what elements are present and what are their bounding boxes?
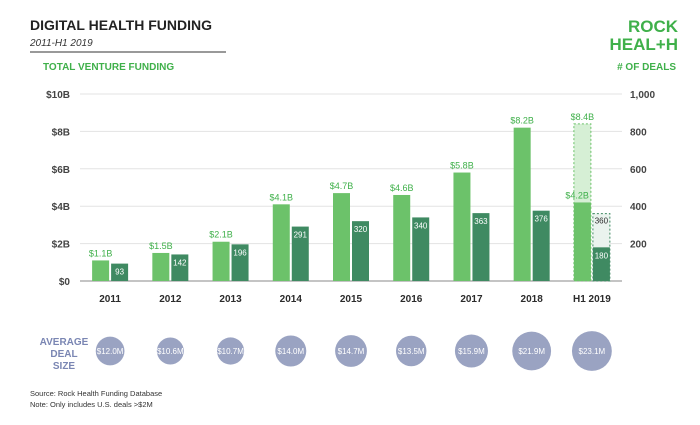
funding-bar <box>453 172 471 281</box>
deals-note: Note: Only includes U.S. deals >$2M <box>30 400 153 409</box>
funding-bar <box>393 194 411 281</box>
deals-value-label: 180 <box>595 251 609 260</box>
category-label: 2014 <box>280 294 303 305</box>
left-tick-label: $6B <box>52 165 70 176</box>
category-label: 2012 <box>159 294 182 305</box>
deals-bar <box>532 210 550 281</box>
avg-deal-size-label: $23.1M <box>579 347 606 356</box>
category-label: 2013 <box>219 294 242 305</box>
right-tick-label: 1,000 <box>630 90 655 101</box>
funding-value-label: $4.7B <box>330 181 354 191</box>
right-tick-label: 600 <box>630 165 647 176</box>
left-tick-label: $4B <box>52 202 70 213</box>
avg-deal-size-bubbles: $12.0M $10.6M $10.7M $14.0M $14.7M $13.5M $15.… <box>95 331 612 371</box>
deals-bar <box>111 263 129 281</box>
avg-deal-size-label: $21.9M <box>518 347 545 356</box>
deals-value-label: 196 <box>233 248 247 257</box>
funding-value-label: $2.1B <box>209 230 233 240</box>
source-note: Source: Rock Health Funding Database <box>30 389 163 398</box>
category-label: 2017 <box>460 294 483 305</box>
deals-bar <box>592 247 610 281</box>
avg-deal-size-label: $12.0M <box>97 347 124 356</box>
avg-deal-size-bubble <box>512 331 552 371</box>
category-label: 2016 <box>400 294 423 305</box>
right-tick-label: 800 <box>630 127 647 138</box>
left-axis-ticks: $10B $8B $6B $4B $2B $0 <box>46 90 70 288</box>
funding-value-label: $1.1B <box>89 248 113 258</box>
deals-value-label: 93 <box>115 268 124 277</box>
funding-bar <box>573 202 591 281</box>
left-axis-title: TOTAL VENTURE FUNDING <box>43 62 174 73</box>
deals-value-label: 291 <box>294 231 308 240</box>
right-tick-label: 400 <box>630 202 647 213</box>
avg-deal-size-label: $15.9M <box>458 347 485 356</box>
logo-line2: HEAL+H <box>610 35 678 54</box>
logo-line1: ROCK <box>628 17 679 36</box>
funding-value-label: $4.1B <box>270 192 294 202</box>
deals-value-label: 142 <box>173 258 187 267</box>
projected-deals-label: 360 <box>595 217 609 226</box>
avg-deal-size-label: $13.5M <box>398 347 425 356</box>
chart-subtitle: 2011-H1 2019 <box>29 38 93 49</box>
funding-bar <box>272 204 290 281</box>
x-axis-labels: 2011 2012 2013 2014 2015 2016 2017 2018 H1 2019 <box>99 294 611 305</box>
funding-value-label: $1.5B <box>149 241 173 251</box>
deals-bar <box>472 213 490 281</box>
chart-title: DIGITAL HEALTH FUNDING <box>30 17 212 33</box>
avg-label-line1: AVERAGE <box>40 337 89 348</box>
avg-deal-size-bubble <box>275 335 307 367</box>
right-axis-title: # OF DEALS <box>617 62 676 73</box>
avg-deal-size-bubble <box>95 336 125 366</box>
funding-bar <box>212 241 230 281</box>
avg-deal-size-label: $14.0M <box>277 347 304 356</box>
deals-bar <box>171 254 189 281</box>
avg-deal-size-label: AVERAGE DEAL SIZE <box>40 337 89 372</box>
left-tick-label: $0 <box>59 277 71 288</box>
category-label: 2011 <box>99 294 121 305</box>
right-axis-ticks: 1,000 800 600 400 200 <box>630 90 655 251</box>
funding-bar <box>152 252 170 281</box>
funding-value-label: $4.2B <box>565 190 589 200</box>
projected-funding-label: $8.4B <box>571 112 595 122</box>
funding-value-label: $5.8B <box>450 161 474 171</box>
funding-value-label: $4.6B <box>390 183 414 193</box>
deals-value-label: 320 <box>354 225 368 234</box>
avg-deal-size-bubble <box>216 337 245 365</box>
deals-value-label: 376 <box>534 215 548 224</box>
avg-deal-size-bubble <box>395 335 427 367</box>
avg-deal-size-label: $10.6M <box>157 347 184 356</box>
deals-bar <box>291 226 309 281</box>
deals-bar <box>231 244 249 281</box>
deals-value-label: 340 <box>414 221 428 230</box>
left-tick-label: $8B <box>52 127 70 138</box>
category-label: 2015 <box>340 294 363 305</box>
avg-label-line3: SIZE <box>53 361 76 372</box>
category-label: 2018 <box>521 294 544 305</box>
deals-bar <box>412 217 430 281</box>
rock-health-logo: ROCK HEAL+H <box>610 17 679 54</box>
avg-deal-size-bubble <box>571 331 612 371</box>
deals-value-label: 363 <box>474 217 488 226</box>
category-label: H1 2019 <box>573 294 611 305</box>
avg-label-line2: DEAL <box>50 349 77 360</box>
avg-deal-size-bubble <box>156 337 184 365</box>
left-tick-label: $2B <box>52 240 70 251</box>
gridlines <box>80 93 622 282</box>
funding-bar <box>333 193 350 281</box>
funding-value-label: $8.2B <box>510 116 534 126</box>
avg-deal-size-bubble <box>454 334 488 368</box>
right-tick-label: 200 <box>630 240 647 251</box>
avg-deal-size-bubble <box>335 335 367 367</box>
avg-deal-size-label: $14.7M <box>338 347 365 356</box>
deals-bar <box>352 221 369 281</box>
funding-bar <box>92 260 110 281</box>
funding-bar <box>513 127 531 281</box>
avg-deal-size-label: $10.7M <box>217 347 244 356</box>
left-tick-label: $10B <box>46 90 70 101</box>
